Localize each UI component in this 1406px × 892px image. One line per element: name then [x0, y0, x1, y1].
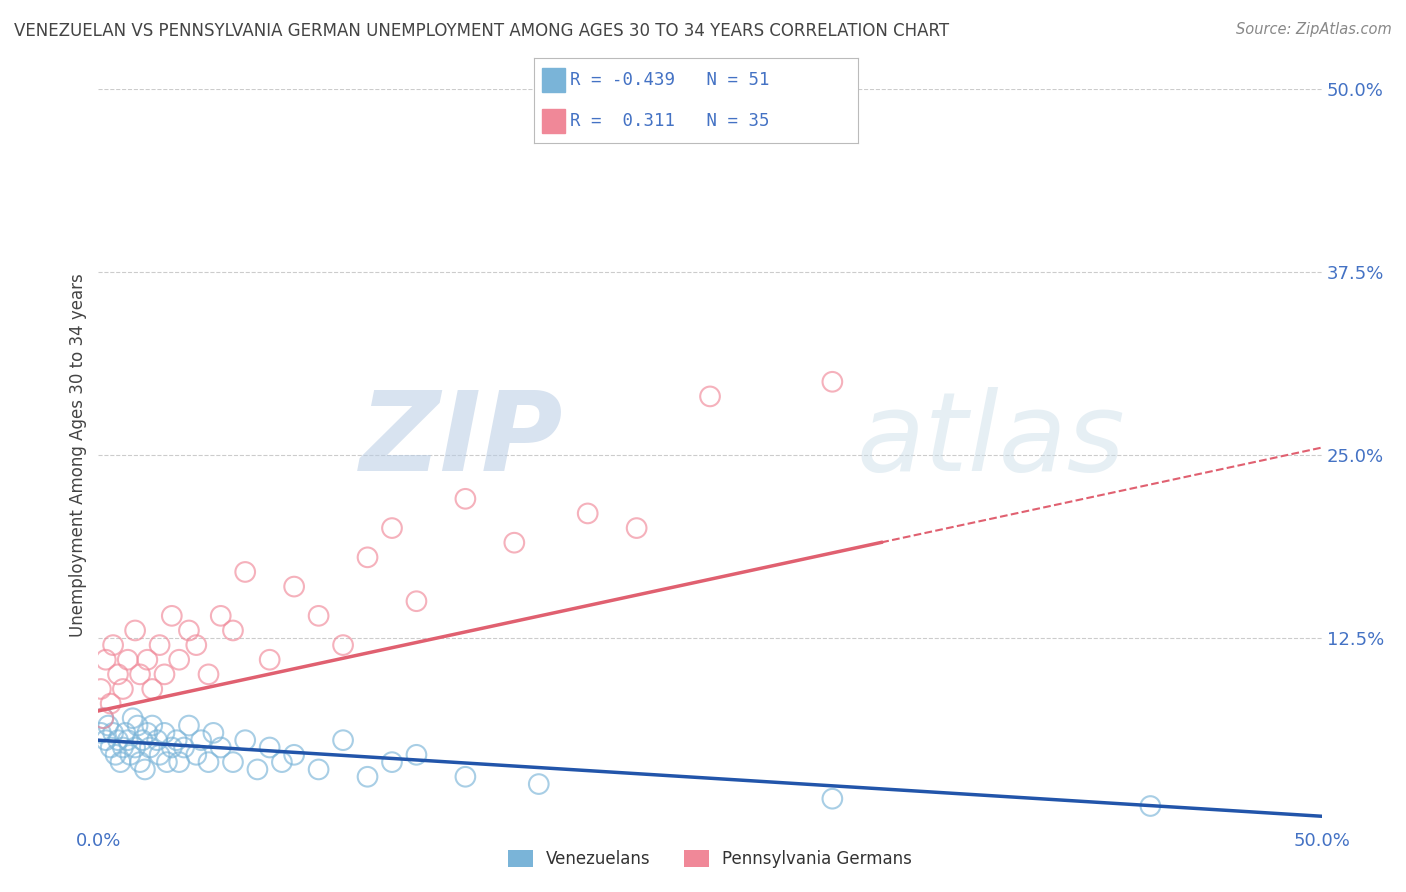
Text: R = -0.439   N = 51: R = -0.439 N = 51 [569, 71, 769, 89]
Point [576, 507, 599, 521]
Point [104, 747, 127, 762]
Point [381, 755, 404, 769]
Point [94, 653, 117, 667]
Point [270, 755, 294, 769]
Y-axis label: Unemployment Among Ages 30 to 34 years: Unemployment Among Ages 30 to 34 years [69, 273, 87, 637]
Point [233, 733, 256, 747]
Point [160, 740, 183, 755]
Point [94, 733, 117, 747]
Point [100, 740, 122, 755]
Point [332, 733, 354, 747]
Bar [543, 109, 565, 133]
Legend: Venezuelans, Pennsylvania Germans: Venezuelans, Pennsylvania Germans [501, 843, 920, 874]
Point [356, 550, 378, 565]
Point [90, 681, 112, 696]
Point [626, 521, 648, 535]
Point [124, 624, 146, 638]
Point [139, 740, 162, 755]
Point [332, 638, 354, 652]
Point [146, 733, 169, 747]
Point [153, 667, 176, 681]
Point [111, 740, 134, 755]
Point [222, 624, 245, 638]
Text: atlas: atlas [856, 387, 1125, 494]
Point [186, 638, 208, 652]
Point [90, 726, 112, 740]
Point [91, 711, 114, 725]
Point [454, 491, 477, 506]
Point [177, 718, 200, 732]
Point [405, 594, 427, 608]
Point [153, 726, 176, 740]
Point [149, 747, 172, 762]
Point [127, 718, 149, 732]
Bar [543, 68, 565, 92]
Point [202, 726, 225, 740]
Point [120, 747, 142, 762]
Point [821, 791, 844, 805]
Point [129, 755, 152, 769]
Point [141, 681, 163, 696]
Point [308, 608, 330, 623]
Point [283, 580, 305, 594]
Point [222, 755, 245, 769]
Point [233, 565, 256, 579]
Point [405, 747, 427, 762]
Point [167, 653, 190, 667]
Point [117, 653, 139, 667]
Point [173, 740, 195, 755]
Point [186, 747, 208, 762]
Point [129, 667, 152, 681]
Point [177, 624, 200, 638]
Point [699, 389, 721, 403]
Point [197, 755, 219, 769]
Point [100, 697, 122, 711]
Point [308, 763, 330, 777]
Point [101, 726, 124, 740]
Point [101, 638, 124, 652]
Point [167, 755, 190, 769]
Point [259, 653, 281, 667]
Point [156, 755, 179, 769]
Text: Source: ZipAtlas.com: Source: ZipAtlas.com [1236, 22, 1392, 37]
Text: ZIP: ZIP [360, 387, 564, 494]
Text: VENEZUELAN VS PENNSYLVANIA GERMAN UNEMPLOYMENT AMONG AGES 30 TO 34 YEARS CORRELA: VENEZUELAN VS PENNSYLVANIA GERMAN UNEMPL… [14, 22, 949, 40]
Point [454, 770, 477, 784]
Point [91, 711, 114, 725]
Point [503, 535, 526, 549]
Point [190, 733, 212, 747]
Text: R =  0.311   N = 35: R = 0.311 N = 35 [569, 112, 769, 129]
Point [356, 770, 378, 784]
Point [283, 747, 305, 762]
Point [209, 608, 232, 623]
Point [131, 733, 153, 747]
Point [527, 777, 550, 791]
Point [136, 726, 159, 740]
Point [114, 726, 136, 740]
Point [117, 733, 139, 747]
Point [166, 733, 188, 747]
Point [107, 733, 129, 747]
Point [381, 521, 404, 535]
Point [134, 763, 156, 777]
Point [246, 763, 269, 777]
Point [209, 740, 232, 755]
Point [107, 667, 129, 681]
Point [821, 375, 844, 389]
Point [111, 681, 134, 696]
Point [197, 667, 219, 681]
Point [110, 755, 132, 769]
Point [160, 608, 183, 623]
Point [136, 653, 159, 667]
Point [1139, 799, 1161, 814]
Point [259, 740, 281, 755]
Point [141, 718, 163, 732]
Point [121, 711, 143, 725]
Point [124, 740, 146, 755]
Point [149, 638, 172, 652]
Point [97, 718, 120, 732]
